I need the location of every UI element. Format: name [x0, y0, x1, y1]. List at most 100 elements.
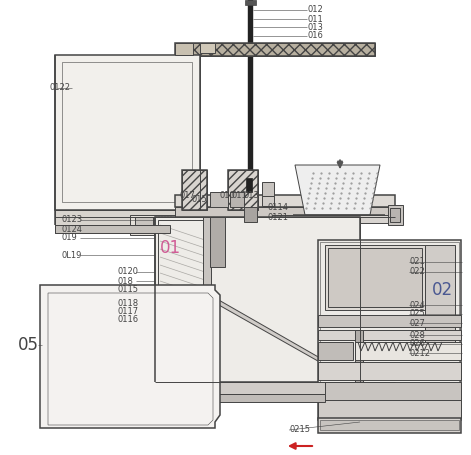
- Bar: [244, 207, 257, 222]
- Bar: [62, 62, 192, 202]
- Bar: [155, 382, 325, 394]
- Text: 0118: 0118: [118, 298, 139, 308]
- Bar: [228, 170, 258, 210]
- Bar: [174, 322, 184, 330]
- Text: 013: 013: [308, 22, 324, 31]
- Bar: [320, 420, 459, 430]
- Text: 013: 013: [244, 191, 260, 199]
- Bar: [318, 418, 461, 433]
- Bar: [162, 322, 172, 330]
- Circle shape: [170, 350, 180, 360]
- Text: 0215: 0215: [290, 425, 311, 435]
- Text: 02: 02: [432, 281, 453, 299]
- Text: 018: 018: [118, 277, 134, 285]
- Text: 0117: 0117: [118, 307, 139, 315]
- Text: 027: 027: [410, 318, 426, 328]
- Circle shape: [435, 303, 445, 313]
- Bar: [425, 245, 455, 355]
- Bar: [318, 363, 353, 375]
- Bar: [355, 330, 363, 420]
- Circle shape: [83, 227, 87, 231]
- Text: 0114: 0114: [268, 203, 289, 212]
- Text: 011: 011: [232, 191, 248, 199]
- Bar: [248, 0, 253, 215]
- Bar: [186, 322, 196, 330]
- Text: 016: 016: [308, 31, 324, 40]
- Text: 024: 024: [410, 300, 426, 309]
- Circle shape: [438, 305, 442, 310]
- Circle shape: [113, 227, 117, 231]
- Bar: [175, 43, 193, 55]
- Bar: [161, 217, 163, 231]
- Bar: [175, 195, 395, 207]
- Circle shape: [133, 227, 137, 231]
- Bar: [186, 302, 196, 310]
- Bar: [318, 240, 461, 420]
- Bar: [175, 207, 395, 217]
- Bar: [155, 394, 325, 402]
- Text: 0120: 0120: [118, 268, 139, 277]
- Circle shape: [103, 227, 107, 231]
- Bar: [162, 312, 172, 320]
- Bar: [210, 217, 225, 267]
- Bar: [245, 0, 256, 5]
- FancyBboxPatch shape: [87, 87, 148, 121]
- Bar: [55, 55, 200, 210]
- Bar: [318, 362, 461, 380]
- Text: 01: 01: [160, 239, 181, 257]
- Circle shape: [140, 217, 150, 227]
- Text: 011: 011: [308, 15, 324, 24]
- Bar: [174, 302, 184, 310]
- Bar: [162, 302, 172, 310]
- Text: 022: 022: [410, 268, 426, 277]
- Bar: [155, 217, 157, 231]
- Text: 0121: 0121: [268, 212, 289, 222]
- Bar: [262, 196, 274, 206]
- Bar: [203, 217, 211, 387]
- Bar: [318, 382, 461, 400]
- Bar: [318, 315, 461, 327]
- Circle shape: [330, 303, 340, 313]
- Bar: [246, 178, 252, 192]
- Text: 019: 019: [62, 233, 78, 243]
- Circle shape: [330, 385, 340, 395]
- Polygon shape: [295, 165, 380, 215]
- Bar: [158, 217, 160, 231]
- Bar: [210, 192, 228, 207]
- Bar: [55, 225, 170, 233]
- Circle shape: [333, 388, 338, 393]
- Bar: [55, 225, 170, 233]
- Bar: [320, 242, 459, 418]
- Text: 021: 021: [410, 258, 426, 267]
- Circle shape: [435, 385, 445, 395]
- Bar: [175, 43, 375, 56]
- Bar: [167, 217, 169, 231]
- Bar: [328, 248, 422, 307]
- Text: 026: 026: [410, 339, 426, 349]
- Bar: [155, 217, 360, 382]
- Bar: [272, 215, 392, 223]
- Circle shape: [73, 227, 77, 231]
- Polygon shape: [210, 295, 355, 382]
- Text: 017: 017: [180, 191, 196, 199]
- Bar: [175, 43, 375, 56]
- Text: 010: 010: [220, 191, 236, 199]
- Text: 0116: 0116: [118, 314, 139, 324]
- Bar: [130, 215, 180, 235]
- Bar: [174, 312, 184, 320]
- Bar: [182, 170, 207, 210]
- Circle shape: [438, 388, 442, 393]
- Bar: [388, 205, 403, 225]
- Circle shape: [143, 227, 147, 231]
- Bar: [390, 208, 400, 222]
- Bar: [230, 192, 244, 207]
- Bar: [325, 245, 425, 310]
- Bar: [182, 170, 207, 210]
- Bar: [200, 43, 215, 53]
- Circle shape: [167, 347, 183, 363]
- Bar: [55, 210, 200, 225]
- Circle shape: [153, 227, 157, 231]
- Text: 012: 012: [308, 5, 324, 15]
- Circle shape: [63, 227, 67, 231]
- Bar: [164, 217, 166, 231]
